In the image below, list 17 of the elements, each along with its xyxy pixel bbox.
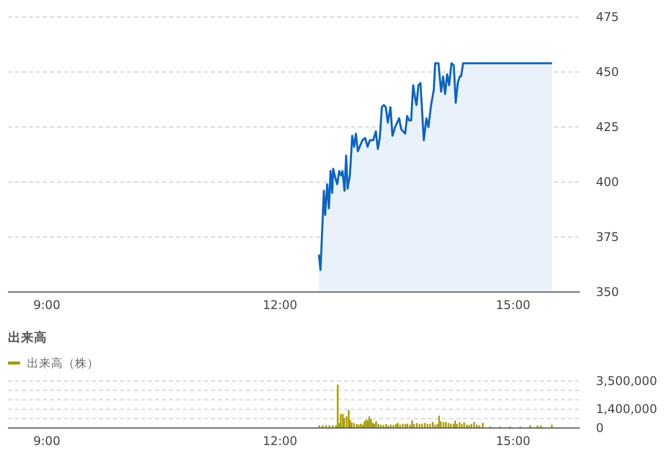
xtick: 15:00 [496, 434, 530, 448]
ytick: 0 [596, 421, 604, 435]
title: 出来高 [8, 330, 47, 344]
legend: 出来高（株） [27, 356, 99, 370]
ytick: 475 [596, 10, 619, 24]
ytick: 3,500,000 [596, 374, 658, 388]
xtick: 9:00 [33, 298, 60, 312]
ytick: 375 [596, 230, 619, 244]
ytick: 450 [596, 65, 619, 79]
ytick: 350 [596, 285, 619, 299]
xtick: 12:00 [262, 298, 298, 312]
xtick: 9:00 [33, 434, 60, 448]
xtick: 15:00 [496, 298, 530, 312]
ytick: 425 [596, 120, 619, 134]
ytick: 1,400,000 [596, 402, 658, 416]
ytick: 400 [596, 175, 619, 189]
xtick: 12:00 [262, 434, 298, 448]
